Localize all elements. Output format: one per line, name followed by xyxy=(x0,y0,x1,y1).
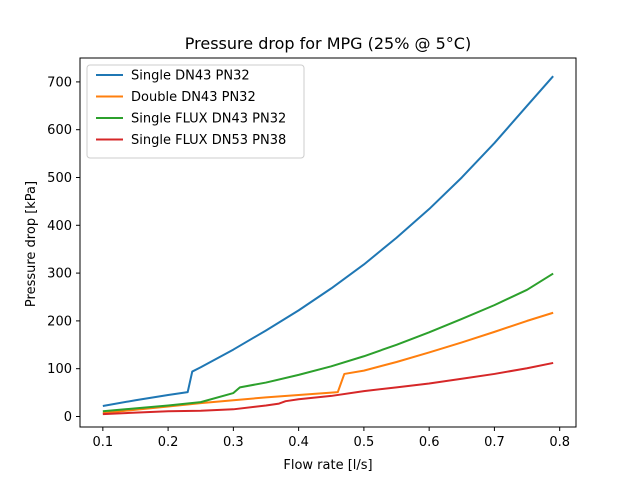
x-tick-label: 0.6 xyxy=(419,435,440,450)
x-tick-label: 0.3 xyxy=(223,435,244,450)
x-tick-label: 0.1 xyxy=(92,435,113,450)
x-tick-label: 0.2 xyxy=(158,435,179,450)
series-line-3 xyxy=(102,272,554,413)
y-tick-label: 0 xyxy=(64,410,72,425)
series-line-4 xyxy=(102,361,554,416)
axes: 0.1 0.2 0.3 0.4 0.5 0.6 0.7 0.8 0 100 200 300 400 500… xyxy=(47,57,577,450)
y-tick-label: 400 xyxy=(47,219,72,234)
x-tick-label: 0.4 xyxy=(288,435,309,450)
legend-label-1: Single DN43 PN32 xyxy=(131,69,250,84)
legend-box xyxy=(86,64,305,159)
y-tick-label: 600 xyxy=(47,123,72,138)
y-tick-label: 200 xyxy=(47,314,72,329)
series-line-1 xyxy=(102,75,554,407)
y-axis-label: Pressure drop [kPa] xyxy=(24,181,39,307)
plot-area xyxy=(102,75,554,416)
legend-label-2: Double DN43 PN32 xyxy=(131,90,256,105)
y-tick-label: 300 xyxy=(47,267,72,282)
legend-label-4: Single FLUX DN53 PN38 xyxy=(131,133,286,148)
x-tick-label: 0.7 xyxy=(484,435,505,450)
legend: Single DN43 PN32 Double DN43 PN32 Single F… xyxy=(86,64,305,159)
chart-title: Pressure drop for MPG (25% @ 5°C) xyxy=(185,34,471,53)
x-axis-label: Flow rate [l/s] xyxy=(283,458,372,473)
x-tick-label: 0.8 xyxy=(549,435,570,450)
y-tick-label: 100 xyxy=(47,362,72,377)
axes-frame xyxy=(79,57,577,428)
x-tick-label: 0.5 xyxy=(354,435,375,450)
legend-label-3: Single FLUX DN43 PN32 xyxy=(131,112,286,127)
y-tick-label: 700 xyxy=(47,75,72,90)
y-tick-label: 500 xyxy=(47,171,72,186)
